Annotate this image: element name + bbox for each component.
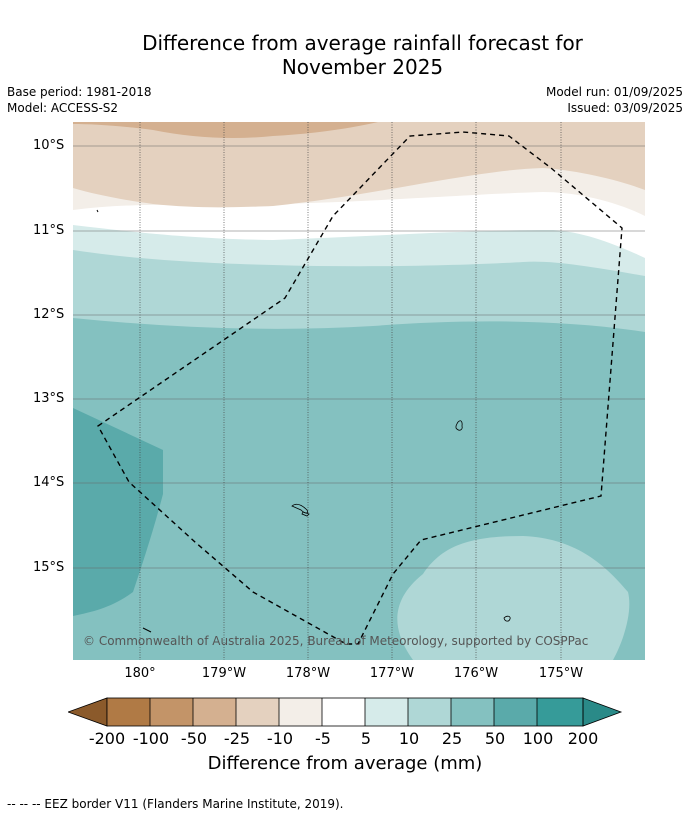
colorbar-tick: 25 (441, 729, 463, 748)
meta-left: Base period: 1981-2018 Model: ACCESS-S2 (7, 84, 152, 116)
rainfall-map[interactable] (73, 122, 645, 660)
lat-label-13s: 13°S (33, 391, 65, 406)
lon-label-175w: 175°W (538, 666, 584, 681)
title-line-1: Difference from average rainfall forecas… (142, 31, 583, 55)
lat-label-12s: 12°S (33, 307, 65, 322)
copyright-notice: © Commonwealth of Australia 2025, Bureau… (83, 634, 589, 648)
colorbar-swatch (107, 698, 150, 726)
colorbar-swatch (150, 698, 193, 726)
model-run: Model run: 01/09/2025 (545, 85, 683, 99)
colorbar-tick: -50 (180, 729, 208, 748)
colorbar-tick: 50 (484, 729, 506, 748)
colorbar-swatch (279, 698, 322, 726)
band-minus-10 (73, 122, 645, 208)
lon-label-180: 180° (124, 666, 156, 681)
colorbar-arrow-low (68, 697, 108, 727)
lat-label-15s: 15°S (33, 560, 65, 575)
colorbar-swatch (365, 698, 408, 726)
lat-label-10s: 10°S (33, 138, 65, 153)
island-5 (142, 627, 152, 633)
colorbar-swatch (408, 698, 451, 726)
base-period: Base period: 1981-2018 (7, 85, 152, 99)
colorbar-tick: -5 (315, 729, 331, 748)
colorbar-swatch (322, 698, 365, 726)
latitude-gridlines (73, 145, 645, 569)
colorbar-swatch (451, 698, 494, 726)
title-line-2: November 2025 (281, 55, 444, 79)
colorbar-swatch (193, 698, 236, 726)
eez-footnote: -- -- -- EEZ border V11 (Flanders Marine… (7, 797, 344, 811)
island-1 (455, 420, 463, 431)
lon-label-177w: 177°W (369, 666, 415, 681)
island-6 (96, 209, 99, 213)
eez-border (97, 131, 623, 645)
longitude-gridlines (139, 122, 562, 660)
lat-label-14s: 14°S (33, 475, 65, 490)
lon-label-179w: 179°W (201, 666, 247, 681)
colorbar-tick: -200 (88, 729, 126, 748)
colorbar-tick: -10 (266, 729, 294, 748)
colorbar-swatch (537, 698, 583, 726)
colorbar-tick: 10 (398, 729, 420, 748)
colorbar-tick: -100 (132, 729, 170, 748)
colorbar-tick: 100 (522, 729, 554, 748)
colorbar-arrow-high (582, 697, 623, 727)
colorbar-tick: 5 (360, 729, 372, 748)
island-3 (301, 511, 310, 517)
map-title: Difference from average rainfall forecas… (0, 31, 690, 79)
lon-label-178w: 178°W (285, 666, 331, 681)
colorbar-tick: -25 (223, 729, 251, 748)
colorbar-tick: 200 (567, 729, 599, 748)
issued-date: Issued: 03/09/2025 (567, 101, 683, 115)
lat-label-11s: 11°S (33, 223, 65, 238)
meta-right: Model run: 01/09/2025 Issued: 03/09/2025 (546, 84, 683, 116)
colorbar-label: Difference from average (mm) (207, 753, 483, 774)
colorbar (68, 697, 623, 727)
island-4 (503, 615, 511, 622)
colorbar-swatch (236, 698, 279, 726)
lon-label-176w: 176°W (453, 666, 499, 681)
model-name: Model: ACCESS-S2 (7, 101, 119, 115)
colorbar-swatch (494, 698, 537, 726)
band-minus-25 (73, 122, 378, 138)
band-10-25-patch (397, 536, 630, 660)
band-50-100 (73, 408, 163, 616)
